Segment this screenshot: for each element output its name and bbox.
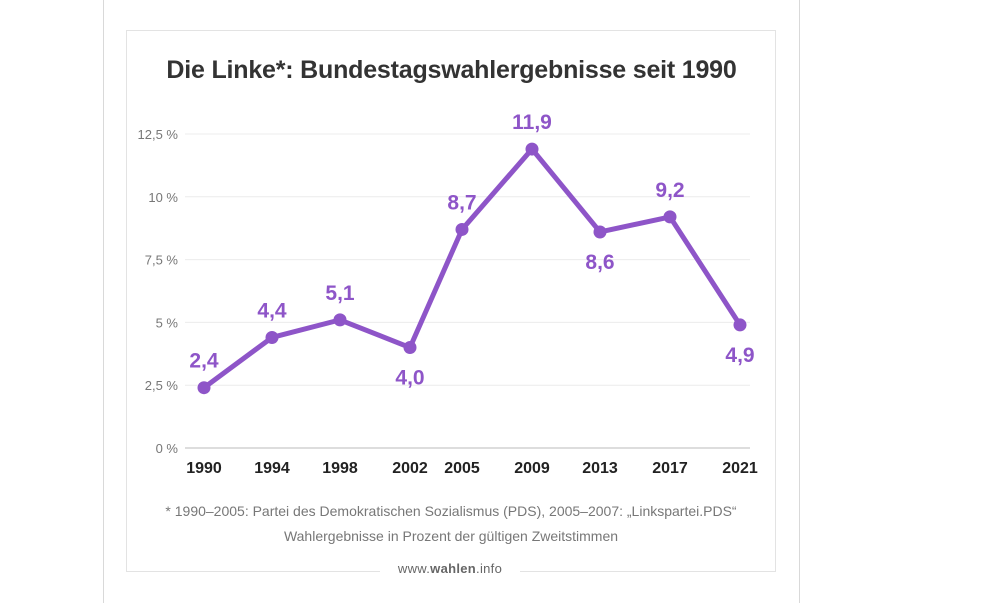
data-point — [333, 313, 347, 327]
x-tick-label: 2013 — [582, 460, 618, 477]
x-tick-label: 2002 — [392, 460, 428, 477]
data-labels: 2,4 4,4 5,1 4,0 8,7 11,9 8,6 9,2 4,9 — [189, 111, 754, 389]
source-suffix: .info — [476, 561, 503, 576]
y-tick-label: 7,5 % — [145, 253, 179, 268]
x-tick-label: 2021 — [722, 460, 758, 477]
y-tick-label: 0 % — [156, 441, 179, 456]
data-label: 2,4 — [189, 350, 219, 373]
data-point — [663, 210, 677, 224]
y-tick-label: 2,5 % — [145, 378, 179, 393]
grid-lines — [185, 133, 750, 386]
data-point — [403, 341, 417, 355]
x-tick-label: 2017 — [652, 460, 688, 477]
data-label: 4,0 — [395, 367, 424, 390]
data-label: 11,9 — [512, 111, 552, 134]
footnote-pds: * 1990–2005: Partei des Demokratischen S… — [165, 503, 737, 519]
chart-title: Die Linke*: Bundestagswahlergebnisse sei… — [166, 56, 737, 84]
x-tick-label: 1990 — [186, 460, 222, 477]
data-label: 9,2 — [655, 179, 684, 202]
x-tick-label: 2009 — [514, 460, 550, 477]
data-point — [455, 222, 469, 236]
x-axis-ticks: 1990 1994 1998 2002 2005 2009 2013 2017 2021 — [186, 460, 758, 477]
x-tick-label: 2005 — [444, 460, 480, 477]
chart-card — [126, 30, 776, 572]
data-point — [593, 225, 607, 239]
y-axis-ticks: 0 % 2,5 % 5 % 7,5 % 10 % 12,5 % — [138, 127, 179, 456]
data-label: 8,7 — [447, 191, 476, 214]
y-tick-label: 10 % — [148, 190, 178, 205]
source-prefix: www. — [397, 561, 431, 576]
y-tick-label: 5 % — [156, 315, 179, 330]
data-point — [197, 381, 211, 395]
data-point — [525, 142, 539, 156]
data-point — [265, 330, 279, 344]
data-label: 8,6 — [585, 251, 614, 274]
data-label: 5,1 — [325, 282, 355, 305]
data-label: 4,9 — [725, 344, 754, 367]
source-watermark: www.wahlen.info — [380, 561, 520, 576]
data-point — [733, 318, 747, 332]
y-tick-label: 12,5 % — [138, 127, 179, 142]
x-tick-label: 1998 — [322, 460, 358, 477]
x-tick-label: 1994 — [254, 460, 290, 477]
source-brand: wahlen — [430, 561, 477, 576]
data-points — [197, 142, 747, 395]
footnote-method: Wahlergebnisse in Prozent der gültigen Z… — [283, 528, 619, 544]
data-label: 4,4 — [257, 299, 287, 322]
